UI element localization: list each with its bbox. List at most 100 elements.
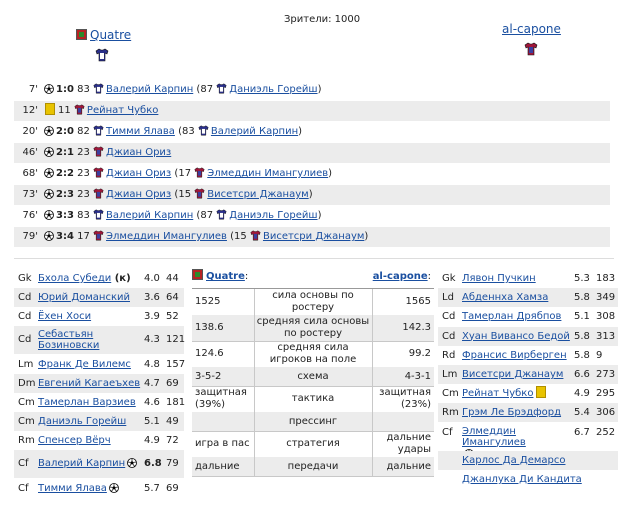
shirt-icon [93, 125, 104, 136]
shirt-icon [74, 104, 85, 115]
event-player-link[interactable]: Рейнат Чубко [86, 105, 159, 116]
player-link[interactable]: Франк Де Вилемс [38, 359, 131, 370]
player-number: 23 [77, 189, 90, 200]
player-value: 313 [596, 330, 616, 342]
event-row: 12' 11 Рейнат Чубко [14, 101, 610, 121]
event-player-link[interactable]: Джиан Ориз [106, 168, 172, 179]
assist-player-link[interactable]: Даниэль Горейш [229, 210, 318, 221]
player-value: 52 [166, 311, 179, 322]
event-player-link[interactable]: Джиан Ориз [106, 147, 172, 158]
event-row: 7' 1:0 83 Валерий Карпин (87 Даниэль Горе… [14, 80, 610, 100]
player-link[interactable]: Грэм Ле Брэдфорд [462, 407, 562, 419]
sub-player-link[interactable]: Карлос Да Демарсо [462, 455, 566, 466]
home-player-row: Cd Себастьян Бозиновски 4.3 121 [14, 326, 186, 354]
assist-player-link[interactable]: Даниэль Горейш [229, 84, 318, 95]
comparison-row: дальние передачи дальние [192, 457, 434, 477]
sub-player-link[interactable]: Джанлука Ди Кандита [462, 474, 582, 485]
home-value: игра в пас [195, 438, 250, 449]
event-row: 73' 2:3 23 Джиан Ориз (15 Висетсри Джанау… [14, 185, 610, 205]
player-value: 121 [166, 334, 186, 345]
player-link[interactable]: Хуан Вивансо Бедой [462, 330, 570, 342]
event-body: 2:0 82 Тимми Ялава (83 Валерий Карпин) [42, 122, 302, 142]
player-link[interactable]: Ёхен Хоси [38, 311, 92, 322]
shirt-icon [93, 83, 104, 94]
cell-divider [372, 289, 373, 315]
cell-divider [254, 367, 255, 386]
ball-icon [44, 189, 54, 199]
event-body: 2:2 23 Джиан Ориз (17 Элмеддин Имангулие… [42, 164, 332, 184]
player-link[interactable]: Тамерлан Дрябпов [462, 311, 562, 323]
player-link[interactable]: Тамерлан Варзиев [38, 397, 136, 408]
player-link[interactable]: Франсис Вирберген [462, 349, 567, 361]
event-player-link[interactable]: Элмеддин Имангулиев [106, 231, 227, 242]
ball-icon [108, 483, 119, 493]
player-position: Cm [18, 397, 35, 408]
assist-player-link[interactable]: Висетсри Джанаум [262, 231, 365, 242]
comparison-away-link[interactable]: al-capone [372, 271, 428, 282]
player-link[interactable]: Абденнха Хамза [462, 292, 549, 304]
player-link[interactable]: Тимми Ялава [38, 483, 107, 494]
event-player-link[interactable]: Джиан Ориз [106, 189, 172, 200]
shirt-icon [198, 125, 209, 136]
event-player-link[interactable]: Тимми Ялава [106, 126, 175, 137]
cell-divider [254, 431, 255, 457]
player-link[interactable]: Юрий Доманский [38, 292, 130, 303]
event-row: 76' 3:3 83 Валерий Карпин (87 Даниэль Гор… [14, 206, 610, 226]
comparison-home-link[interactable]: Quatre [206, 271, 245, 282]
home-value: дальние [195, 460, 240, 472]
country-flag-icon [192, 269, 203, 280]
player-value: 69 [166, 378, 179, 389]
player-link[interactable]: Бхола Субеди [38, 273, 112, 284]
metric-label: средняя сила основы по ростеру [256, 316, 370, 339]
player-rating: 4.6 [144, 397, 160, 408]
metric-label: передачи [287, 460, 339, 472]
comparison-row: защитная (39%) тактика защитная (23%) [192, 386, 434, 413]
event-minute: 12' [22, 105, 38, 116]
player-rating: 5.3 [574, 273, 590, 284]
player-rating: 4.0 [144, 273, 160, 284]
home-value: 1525 [195, 296, 221, 307]
player-link[interactable]: Евгений Кагаеъхев [38, 378, 141, 389]
home-player-row: Cm Даниэль Горейш 5.1 49 [14, 412, 184, 431]
player-position: Rm [442, 407, 459, 419]
player-rating: 4.3 [144, 334, 160, 345]
player-rating: 4.8 [144, 359, 160, 370]
event-score: 2:2 [56, 168, 74, 179]
player-rating: 5.8 [574, 292, 590, 304]
away-team-link[interactable]: al-capone [502, 22, 561, 36]
shirt-icon [93, 167, 104, 178]
assist-player-link[interactable]: Элмеддин Имангулиев [207, 168, 329, 179]
assist-player-link[interactable]: Валерий Карпин [210, 126, 299, 137]
player-rating: 4.9 [574, 388, 590, 400]
player-position: Cd [442, 311, 456, 323]
player-link[interactable]: Висетсри Джанаум [462, 369, 564, 380]
player-name-cell: Себастьян Бозиновски [38, 329, 116, 351]
ball-icon [44, 126, 54, 136]
player-link[interactable]: Лявон Пучкин [462, 273, 536, 284]
event-player-link[interactable]: Валерий Карпин [106, 84, 194, 95]
player-link[interactable]: Спенсер Вёрч [38, 435, 111, 446]
event-body: 1:0 83 Валерий Карпин (87 Даниэль Горейш… [42, 80, 321, 100]
event-body: 2:1 23 Джиан Ориз [42, 143, 171, 163]
player-link[interactable]: Валерий Карпин [38, 458, 126, 469]
player-value: 183 [596, 273, 616, 284]
away-player-row: Lm Висетсри Джанаум 6.6 273 [438, 365, 618, 384]
assist-player-link[interactable]: Висетсри Джанаум [207, 189, 309, 200]
away-player-row: Rm Грэм Ле Брэдфорд 5.4 306 [438, 403, 618, 423]
player-link[interactable]: Рейнат Чубко [462, 388, 534, 400]
home-shirt-icon [95, 48, 109, 62]
player-link[interactable]: Себастьян Бозиновски [38, 329, 100, 351]
event-player-link[interactable]: Валерий Карпин [106, 210, 194, 221]
player-position: Cf [442, 426, 453, 438]
event-row: 20' 2:0 82 Тимми Ялава (83 Валерий Карпин… [14, 122, 610, 142]
away-sub-row: Карлос Да Демарсо [438, 451, 618, 470]
player-rating: 6.6 [574, 369, 590, 380]
event-score: 3:4 [56, 231, 74, 242]
cell-divider [254, 315, 255, 341]
spectators: Зрители: 1000 [284, 14, 361, 25]
player-link[interactable]: Элмеддин Имангулиев [462, 425, 526, 448]
player-number: 83 [77, 84, 90, 95]
player-link[interactable]: Даниэль Горейш [38, 416, 127, 427]
away-value: 1565 [405, 296, 431, 307]
home-team-link[interactable]: Quatre [90, 28, 132, 42]
